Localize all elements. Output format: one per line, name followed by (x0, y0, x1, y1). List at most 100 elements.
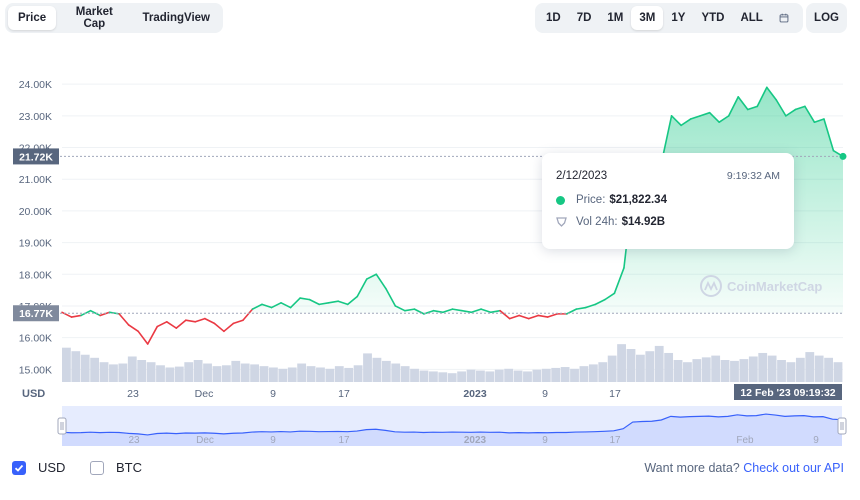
price-line-segment (156, 321, 168, 328)
crosshair-label: 12 Feb '23 09:19:32 (740, 387, 835, 399)
navigator-tick-label: 17 (609, 435, 621, 446)
price-line-segment (689, 115, 701, 120)
price-line-segment (127, 324, 139, 333)
volume-bar (814, 355, 824, 382)
api-link[interactable]: Check out our API (743, 461, 844, 475)
volume-bar (748, 356, 758, 382)
calendar-icon (779, 13, 789, 23)
volume-bar (109, 364, 118, 382)
volume-bar (504, 368, 514, 382)
tooltip-volume-label: Vol 24h: (576, 216, 618, 228)
range-1m[interactable]: 1M (599, 6, 631, 30)
range-navigator[interactable]: 23 Dec 9 17 2023 9 17 Feb 9 (0, 400, 860, 452)
volume-bar (683, 362, 692, 382)
tooltip-volume-row: Vol 24h: $14.92B (556, 216, 665, 228)
range-ytd[interactable]: YTD (693, 6, 732, 30)
price-line-segment (670, 115, 682, 127)
volume-bar (485, 371, 495, 382)
price-line-segment (594, 298, 606, 306)
price-dot-icon (556, 195, 565, 205)
price-line-segment (746, 105, 759, 111)
range-1d[interactable]: 1D (538, 6, 569, 30)
range-1y[interactable]: 1Y (663, 6, 693, 30)
price-line-segment (527, 314, 540, 320)
volume-bar (588, 364, 598, 382)
volume-bar (80, 354, 90, 382)
price-line-segment (480, 308, 492, 314)
usd-checkbox[interactable] (12, 460, 26, 475)
current-price-dot (839, 152, 847, 160)
price-line-segment (375, 273, 387, 290)
volume-bar (212, 366, 222, 382)
volume-bar (541, 368, 551, 382)
y-tick-label: 15.00K (19, 364, 52, 376)
price-line-segment (470, 308, 482, 314)
price-line-segment (737, 96, 749, 111)
volume-bar (607, 355, 617, 382)
price-line-segment (680, 118, 692, 127)
volume-bar (325, 368, 335, 382)
price-line-segment (365, 273, 378, 280)
coinmarketcap-watermark: CoinMarketCap (700, 275, 822, 297)
tab-price[interactable]: Price (8, 6, 57, 30)
price-line-segment (318, 301, 330, 306)
volume-bar (711, 355, 721, 382)
range-7d[interactable]: 7D (569, 6, 600, 30)
baseline-label: 16.77K (19, 308, 53, 320)
volume-bar (250, 364, 260, 382)
price-line-segment (175, 319, 187, 329)
volume-bar (231, 360, 241, 382)
price-line-segment (70, 314, 82, 318)
volume-icon (556, 217, 567, 227)
range-3m[interactable]: 3M (631, 6, 664, 30)
volume-bar (269, 367, 278, 382)
price-line-segment (442, 308, 454, 314)
price-line-segment (451, 308, 463, 312)
calendar-button[interactable] (771, 6, 797, 30)
volume-bar (767, 355, 777, 382)
price-line-segment (804, 105, 816, 123)
price-line-segment (718, 115, 730, 123)
volume-bar (645, 351, 655, 382)
usd-label: USD (38, 460, 66, 475)
tooltip-price-label: Price: (576, 194, 606, 206)
y-tick-label: 19.00K (19, 238, 52, 250)
volume-bar (523, 371, 532, 382)
price-line-segment (766, 86, 778, 101)
price-line-segment (537, 314, 549, 318)
volume-bar (221, 365, 231, 382)
tooltip-time: 9:19:32 AM (726, 170, 780, 182)
tab-tradingview[interactable]: TradingView (132, 6, 220, 30)
y-tick-label: 18.00K (19, 269, 52, 281)
volume-bar (344, 367, 354, 382)
volume-bar (673, 360, 683, 382)
volume-bar (447, 373, 457, 382)
volume-bar (692, 359, 702, 382)
coinmarketcap-logo-mark (704, 280, 718, 292)
volume-bar (494, 369, 504, 382)
crosshair-label-box (734, 384, 842, 400)
log-toggle[interactable]: LOG (808, 6, 845, 30)
y-tick-label: 24.00K (19, 79, 52, 91)
price-line-segment (489, 309, 501, 314)
x-tick-label: Dec (195, 388, 214, 400)
usd-checkbox-row[interactable]: USD (12, 460, 65, 475)
price-line-segment (756, 86, 768, 108)
price-area (62, 87, 843, 314)
volume-bar (90, 357, 100, 382)
price-line-segment (213, 322, 225, 333)
volume-bar (391, 363, 401, 382)
price-line-segment (346, 295, 359, 306)
price-line-segment (261, 303, 273, 309)
btc-checkbox[interactable] (90, 460, 104, 475)
volume-bar (833, 362, 843, 382)
btc-checkbox-row[interactable]: BTC (90, 460, 142, 475)
volume-bar (410, 368, 419, 382)
y-tick-label: 16.00K (19, 333, 52, 345)
x-tick-label: 23 (127, 388, 139, 400)
range-all[interactable]: ALL (732, 6, 770, 30)
volume-bar (203, 363, 212, 382)
tab-market-cap[interactable]: Market Cap (56, 6, 132, 30)
volume-bar (824, 357, 833, 382)
volume-bar (353, 365, 363, 382)
